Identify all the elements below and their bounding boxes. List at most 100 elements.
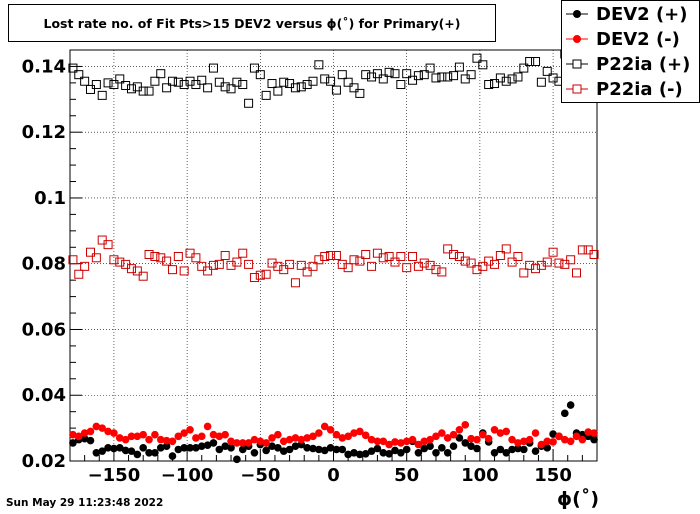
point-p22ia xyxy=(525,57,535,67)
point-dev2 xyxy=(203,441,212,450)
point-dev2 xyxy=(414,440,423,449)
point-p22ia xyxy=(238,80,248,90)
point-p22ia xyxy=(320,74,330,84)
point-dev2 xyxy=(350,429,358,437)
point-dev2 xyxy=(320,446,329,455)
point-p22ia xyxy=(150,251,160,261)
point-dev2 xyxy=(473,444,481,453)
point-p22ia xyxy=(495,251,505,260)
point-p22ia xyxy=(495,73,505,83)
point-p22ia xyxy=(349,255,359,265)
point-dev2 xyxy=(86,427,95,436)
point-p22ia xyxy=(384,67,394,77)
point-p22ia xyxy=(302,267,312,277)
point-dev2 xyxy=(578,435,587,444)
point-dev2 xyxy=(508,445,516,454)
point-dev2 xyxy=(180,429,188,437)
point-p22ia xyxy=(443,72,453,82)
point-p22ia xyxy=(220,82,230,92)
point-dev2 xyxy=(110,444,118,453)
point-dev2 xyxy=(197,432,206,441)
point-dev2 xyxy=(69,439,77,447)
point-dev2 xyxy=(279,437,288,446)
point-p22ia xyxy=(367,261,377,271)
legend-label-dev2-minus: DEV2 (-) xyxy=(596,28,680,50)
point-p22ia xyxy=(396,251,406,261)
point-p22ia xyxy=(208,63,218,73)
point-p22ia xyxy=(249,63,259,73)
point-dev2 xyxy=(186,425,194,434)
point-p22ia xyxy=(244,259,254,269)
point-p22ia xyxy=(115,74,125,84)
point-p22ia xyxy=(156,69,166,79)
point-dev2 xyxy=(520,445,528,454)
point-dev2 xyxy=(361,431,370,440)
point-p22ia xyxy=(197,75,207,85)
point-dev2 xyxy=(502,448,511,457)
point-dev2 xyxy=(426,442,434,451)
point-dev2 xyxy=(104,444,112,452)
point-p22ia xyxy=(478,60,488,70)
point-p22ia xyxy=(314,255,324,265)
point-dev2 xyxy=(543,437,552,446)
point-dev2 xyxy=(356,450,364,459)
point-dev2 xyxy=(449,430,458,439)
point-p22ia xyxy=(85,247,95,257)
point-p22ia xyxy=(425,63,435,73)
point-dev2 xyxy=(121,435,130,444)
point-dev2 xyxy=(397,448,405,457)
point-p22ia xyxy=(548,247,558,257)
point-p22ia xyxy=(331,85,341,95)
point-p22ia xyxy=(109,80,119,90)
point-p22ia xyxy=(454,62,464,72)
point-p22ia xyxy=(226,260,236,270)
point-dev2 xyxy=(244,439,253,447)
point-p22ia xyxy=(349,83,359,93)
point-dev2 xyxy=(221,442,229,451)
point-dev2 xyxy=(86,436,95,445)
point-p22ia xyxy=(91,253,101,263)
point-p22ia xyxy=(74,269,84,279)
y-tick-label: 0.12 xyxy=(22,122,66,143)
point-p22ia xyxy=(261,269,271,279)
point-p22ia xyxy=(355,256,365,266)
point-dev2 xyxy=(432,432,440,441)
point-dev2 xyxy=(285,445,294,454)
point-dev2 xyxy=(309,432,317,441)
point-dev2 xyxy=(402,437,411,446)
point-dev2 xyxy=(414,448,423,457)
point-p22ia xyxy=(179,80,189,90)
point-p22ia xyxy=(507,257,517,267)
point-dev2 xyxy=(192,434,200,442)
point-dev2 xyxy=(98,424,107,432)
point-dev2 xyxy=(438,444,446,452)
x-axis-label: ϕ(˚) xyxy=(557,488,599,510)
point-dev2 xyxy=(268,442,276,451)
point-p22ia xyxy=(214,77,224,87)
point-dev2 xyxy=(484,434,493,443)
point-p22ia xyxy=(419,70,429,80)
point-p22ia xyxy=(478,261,488,271)
point-p22ia xyxy=(203,266,213,276)
legend-marker-dev2-minus xyxy=(566,35,588,43)
x-tick-label: 0 xyxy=(327,465,340,486)
point-dev2 xyxy=(209,439,218,447)
point-dev2 xyxy=(133,450,142,459)
y-tick-label: 0.14 xyxy=(22,56,66,77)
point-dev2 xyxy=(192,444,200,452)
point-p22ia xyxy=(378,74,388,84)
point-dev2 xyxy=(572,432,581,441)
point-p22ia xyxy=(484,80,494,90)
point-dev2 xyxy=(197,442,206,451)
point-p22ia xyxy=(115,257,125,267)
point-dev2 xyxy=(303,444,311,452)
point-dev2 xyxy=(168,437,177,446)
point-p22ia xyxy=(413,71,423,81)
point-dev2 xyxy=(449,442,458,451)
x-tick-label: 50 xyxy=(394,465,419,486)
point-p22ia xyxy=(103,78,113,88)
point-p22ia xyxy=(261,90,271,100)
point-dev2 xyxy=(174,445,183,454)
timestamp: Sun May 29 11:23:48 2022 xyxy=(6,497,164,509)
x-tick-label: −50 xyxy=(240,465,280,486)
